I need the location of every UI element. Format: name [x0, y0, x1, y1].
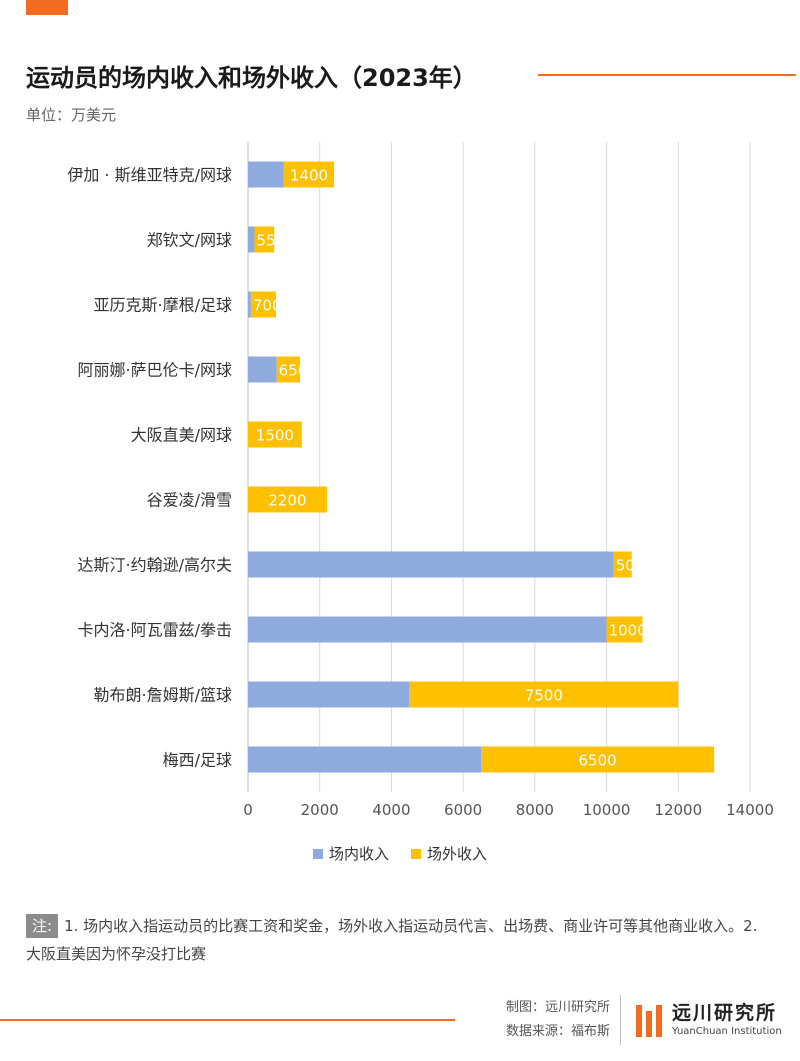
bar-offfield: [283, 161, 335, 188]
bar-offfield: [613, 551, 632, 578]
top-accent-tab: [26, 0, 68, 15]
logo-text-cn: 远川研究所: [672, 1002, 778, 1024]
legend-item-onfield: 场内收入: [312, 843, 389, 864]
chart-legend: 场内收入 场外收入: [0, 843, 800, 864]
credits: 制图：远川研究所 数据来源：福布斯: [470, 996, 610, 1044]
footer-separator: [620, 995, 621, 1045]
category-label: 亚历克斯·摩根/足球: [94, 296, 232, 315]
data-label: 500: [616, 557, 645, 575]
data-label: 6500: [579, 752, 617, 770]
category-label: 大阪直美/网球: [131, 426, 232, 445]
legend-label-onfield: 场内收入: [328, 845, 389, 863]
bar-onfield: [248, 291, 251, 318]
x-tick-label: 12000: [654, 801, 702, 819]
bar-offfield: [409, 681, 679, 708]
data-label: 7500: [525, 687, 563, 705]
data-label: 1500: [256, 427, 294, 445]
x-tick-label: 0: [243, 801, 253, 819]
x-tick-label: 10000: [583, 801, 631, 819]
bar-onfield: [248, 161, 284, 188]
legend-swatch-onfield: [312, 848, 323, 859]
income-stacked-bar-chart: 0 2000 4000 6000 8000 10000 12000 14000 伊加 · 斯维亚…: [67, 142, 774, 819]
data-label: 700: [253, 297, 282, 315]
bar-offfield: [248, 421, 302, 448]
x-tick-label: 6000: [444, 801, 482, 819]
data-label: 650: [279, 362, 308, 380]
logo-mark-icon: [636, 1005, 662, 1037]
bar-onfield: [248, 616, 607, 643]
x-tick-label: 2000: [301, 801, 339, 819]
category-label: 阿丽娜·萨巴伦卡/网球: [78, 361, 232, 380]
x-tick-label: 14000: [726, 801, 774, 819]
data-label: 1400: [290, 167, 328, 185]
bar-offfield: [276, 356, 300, 383]
bottom-rule: [0, 1019, 455, 1021]
footnote: 注: 1. 场内收入指运动员的比赛工资和奖金，场外收入指运动员代言、出场费、商业许…: [26, 912, 771, 968]
bar-offfield: [481, 746, 715, 773]
bar-offfield: [254, 226, 275, 253]
legend-item-offfield: 场外收入: [411, 843, 487, 864]
footnote-text: 1. 场内收入指运动员的比赛工资和奖金，场外收入指运动员代言、出场费、商业许可等…: [26, 917, 758, 963]
x-tick-label: 4000: [372, 801, 410, 819]
data-label: 1000: [609, 622, 647, 640]
bar-onfield: [248, 356, 277, 383]
category-label: 梅西/足球: [163, 751, 232, 770]
unit-label: 单位：万美元: [26, 106, 117, 124]
credit-source: 数据来源：福布斯: [505, 1024, 610, 1039]
bar-offfield: [606, 616, 643, 643]
credit-maker: 制图：远川研究所: [505, 1000, 610, 1015]
category-label: 达斯汀·约翰逊/高尔夫: [78, 556, 232, 575]
data-label: 550: [256, 232, 285, 250]
title-rule: [538, 74, 796, 76]
bar-offfield: [248, 486, 327, 513]
category-label: 卡内洛·阿瓦雷兹/拳击: [78, 621, 232, 640]
category-label: 勒布朗·詹姆斯/篮球: [94, 686, 232, 705]
legend-swatch-offfield: [411, 848, 421, 859]
x-tick-label: 8000: [516, 801, 554, 819]
footnote-tag: 注:: [26, 914, 59, 938]
logo-text-en: YuanChuan Institution: [672, 1026, 782, 1037]
legend-label-offfield: 场外收入: [427, 845, 488, 863]
bar-offfield: [250, 291, 276, 318]
category-label: 谷爱凌/滑雪: [147, 491, 232, 510]
page-title: 运动员的场内收入和场外收入（2023年）: [26, 64, 477, 92]
bar-onfield: [248, 226, 255, 253]
bar-onfield: [248, 681, 410, 708]
bar-onfield: [248, 551, 614, 578]
data-label: 2200: [268, 492, 306, 510]
bar-onfield: [248, 746, 482, 773]
category-label: 伊加 · 斯维亚特克/网球: [67, 166, 232, 185]
category-label: 郑钦文/网球: [147, 231, 232, 250]
